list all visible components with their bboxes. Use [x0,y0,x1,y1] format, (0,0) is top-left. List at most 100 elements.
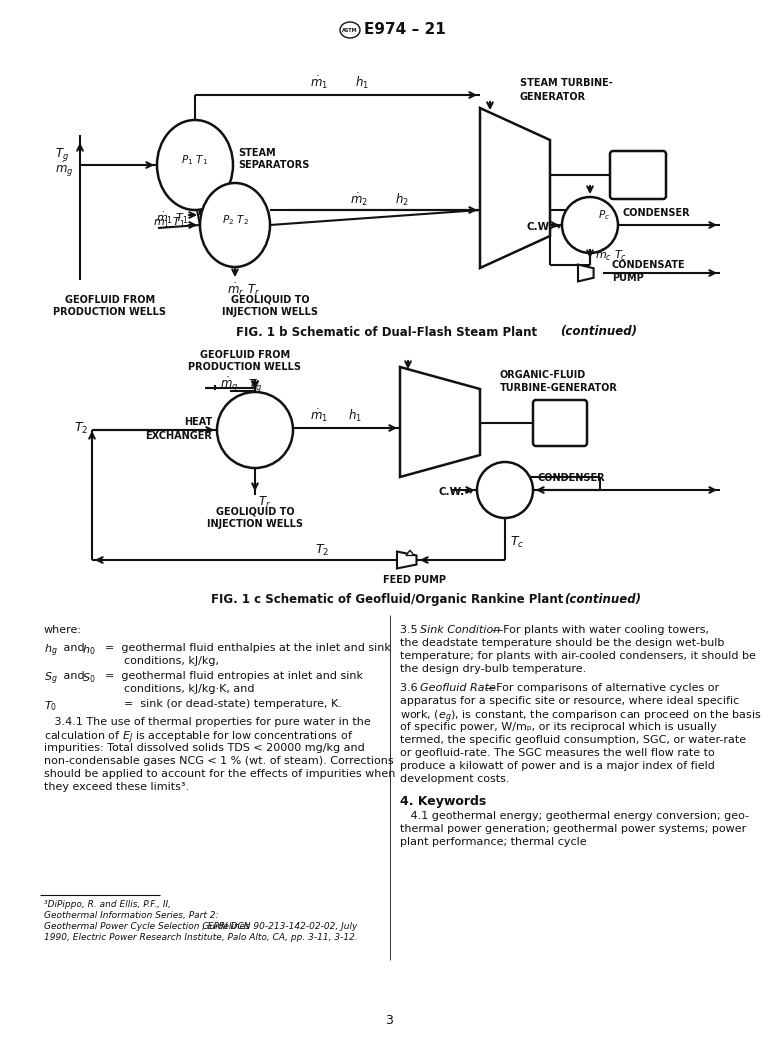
Text: conditions, kJ/kg,: conditions, kJ/kg, [124,656,219,666]
Text: $\dot{m}_1$ $T_1$: $\dot{m}_1$ $T_1$ [153,214,186,230]
Text: $h_g$: $h_g$ [44,643,58,659]
Text: $\dot{m}_c$ $T_c$: $\dot{m}_c$ $T_c$ [595,248,627,262]
Text: the design dry-bulb temperature.: the design dry-bulb temperature. [400,664,587,674]
Text: E974 – 21: E974 – 21 [364,23,446,37]
Text: impurities: Total dissolved solids TDS < 20000 mg/kg and: impurities: Total dissolved solids TDS <… [44,743,365,753]
Text: produce a kilowatt of power and is a major index of field: produce a kilowatt of power and is a maj… [400,761,715,771]
Text: PRODUCTION WELLS: PRODUCTION WELLS [54,307,166,318]
Text: apparatus for a specific site or resource, where ideal specific: apparatus for a specific site or resourc… [400,696,739,706]
Text: STEAM TURBINE-: STEAM TURBINE- [520,78,613,88]
Text: $\dot{m}_g$: $\dot{m}_g$ [55,160,73,179]
FancyBboxPatch shape [533,400,587,446]
Text: the deadstate temperature should be the design wet-bulb: the deadstate temperature should be the … [400,638,724,648]
Text: of specific power, W/mₚ, or its reciprocal which is usually: of specific power, W/mₚ, or its reciproc… [400,722,717,732]
Text: PRODUCTION WELLS: PRODUCTION WELLS [188,362,302,372]
Polygon shape [578,264,594,281]
Text: $\dot{m}_g$: $\dot{m}_g$ [220,376,239,395]
Text: (continued): (continued) [564,593,641,607]
Text: Geothermal Information Series, Part 2:: Geothermal Information Series, Part 2: [44,911,219,920]
Text: $P_2$ $T_2$: $P_2$ $T_2$ [222,213,248,227]
Text: $T_r$: $T_r$ [247,282,260,298]
Text: =  sink (or dead-state) temperature, K.: = sink (or dead-state) temperature, K. [124,699,342,709]
Text: and: and [60,643,88,653]
Text: $T_g$: $T_g$ [248,377,262,393]
Text: $\dot{m}_1$: $\dot{m}_1$ [310,75,328,92]
Text: GEOFLUID FROM: GEOFLUID FROM [200,350,290,360]
Text: =  geothermal fluid entropies at inlet and sink: = geothermal fluid entropies at inlet an… [98,671,363,681]
Text: $\dot{m}_r$: $\dot{m}_r$ [227,282,244,299]
Text: $S_0$: $S_0$ [82,671,96,685]
Text: GEOLIQUID TO: GEOLIQUID TO [216,507,294,517]
Text: $h_1$: $h_1$ [348,408,362,424]
Text: CONDENSER: CONDENSER [538,473,605,483]
Text: non-condensable gases NCG < 1 % (wt. of steam). Corrections: non-condensable gases NCG < 1 % (wt. of … [44,756,394,766]
Text: 3.5: 3.5 [400,625,425,635]
Text: GEOLIQUID TO: GEOLIQUID TO [231,295,310,305]
Text: $\dot{m}_1$: $\dot{m}_1$ [310,408,328,425]
Circle shape [477,462,533,518]
Text: INJECTION WELLS: INJECTION WELLS [207,519,303,529]
Text: (continued): (continued) [560,326,637,338]
Text: HEAT: HEAT [184,417,212,427]
Text: CONDENSATE: CONDENSATE [612,260,685,270]
FancyBboxPatch shape [610,151,666,199]
Text: $h_1$: $h_1$ [355,75,369,91]
Text: work, ($e_g$), is constant, the comparison can proceed on the basis: work, ($e_g$), is constant, the comparis… [400,709,762,726]
Ellipse shape [200,183,270,266]
Text: PUMP: PUMP [612,273,643,283]
Text: $\dot{m}_1$ $T_1$: $\dot{m}_1$ $T_1$ [156,210,189,226]
Text: Sink Condition: Sink Condition [420,625,500,635]
Text: $T_c$: $T_c$ [510,534,524,550]
Text: $h_2$: $h_2$ [395,192,409,208]
Text: TURBINE-GENERATOR: TURBINE-GENERATOR [500,383,618,393]
Text: $\dot{m}_2$: $\dot{m}_2$ [350,192,368,208]
Text: 4. Keywords: 4. Keywords [400,795,486,808]
Text: ORGANIC-FLUID: ORGANIC-FLUID [500,370,587,380]
Text: development costs.: development costs. [400,775,510,784]
Polygon shape [480,108,550,268]
Text: 3: 3 [385,1014,393,1026]
Text: FEED PUMP: FEED PUMP [384,575,447,585]
Text: temperature; for plants with air-cooled condensers, it should be: temperature; for plants with air-cooled … [400,651,756,661]
Text: $h_0$: $h_0$ [82,643,96,657]
Text: =  geothermal fluid enthalpies at the inlet and sink: = geothermal fluid enthalpies at the inl… [98,643,391,653]
Text: and: and [60,671,88,681]
Text: STEAM: STEAM [238,148,275,158]
Text: CONDENSER: CONDENSER [623,208,691,218]
Text: 4.1 geothermal energy; geothermal energy conversion; geo-: 4.1 geothermal energy; geothermal energy… [400,811,749,821]
Polygon shape [397,552,416,568]
Text: —For plants with water cooling towers,: —For plants with water cooling towers, [492,625,709,635]
Text: $P_1$ $T_1$: $P_1$ $T_1$ [181,153,209,167]
Text: 3.4.1 The use of thermal properties for pure water in the: 3.4.1 The use of thermal properties for … [44,717,371,727]
Text: GEOFLUID FROM: GEOFLUID FROM [65,295,155,305]
Polygon shape [406,551,414,556]
Polygon shape [400,367,480,477]
Text: FIG. 1 c Schematic of Geofluid/Organic Rankine Plant: FIG. 1 c Schematic of Geofluid/Organic R… [211,593,567,607]
Text: —For comparisons of alternative cycles or: —For comparisons of alternative cycles o… [485,683,719,693]
Text: INJECTION WELLS: INJECTION WELLS [222,307,318,318]
Text: SEPARATORS: SEPARATORS [238,160,310,170]
Text: they exceed these limits³.: they exceed these limits³. [44,782,189,792]
Text: $P_c$: $P_c$ [598,208,610,222]
Text: $T_r$: $T_r$ [258,494,271,509]
Text: $T_g$: $T_g$ [55,147,69,163]
Circle shape [562,197,618,253]
Text: $T_2$: $T_2$ [74,421,88,435]
Ellipse shape [157,120,233,210]
Text: , EPRI DCN 90-213-142-02-02, July: , EPRI DCN 90-213-142-02-02, July [202,922,357,931]
Text: ASTM: ASTM [342,27,358,32]
Text: or geofluid-rate. The SGC measures the well flow rate to: or geofluid-rate. The SGC measures the w… [400,748,715,758]
Text: FIG. 1 b Schematic of Dual-Flash Steam Plant: FIG. 1 b Schematic of Dual-Flash Steam P… [237,326,541,338]
Text: should be applied to account for the effects of impurities when: should be applied to account for the eff… [44,769,395,779]
Text: C.W.→: C.W.→ [527,222,562,232]
Text: plant performance; thermal cycle: plant performance; thermal cycle [400,837,587,847]
Text: $T_0$: $T_0$ [44,699,57,713]
Text: conditions, kJ/kg·K, and: conditions, kJ/kg·K, and [124,684,254,694]
Text: termed, the specific geofluid consumption, SGC, or water-rate: termed, the specific geofluid consumptio… [400,735,746,745]
Text: EXCHANGER: EXCHANGER [145,431,212,441]
Circle shape [217,392,293,468]
Text: Geofluid Rate: Geofluid Rate [420,683,496,693]
Ellipse shape [340,22,360,39]
Text: calculation of $E_J$ is acceptable for low concentrations of: calculation of $E_J$ is acceptable for l… [44,730,353,746]
Text: $S_g$: $S_g$ [44,671,58,687]
